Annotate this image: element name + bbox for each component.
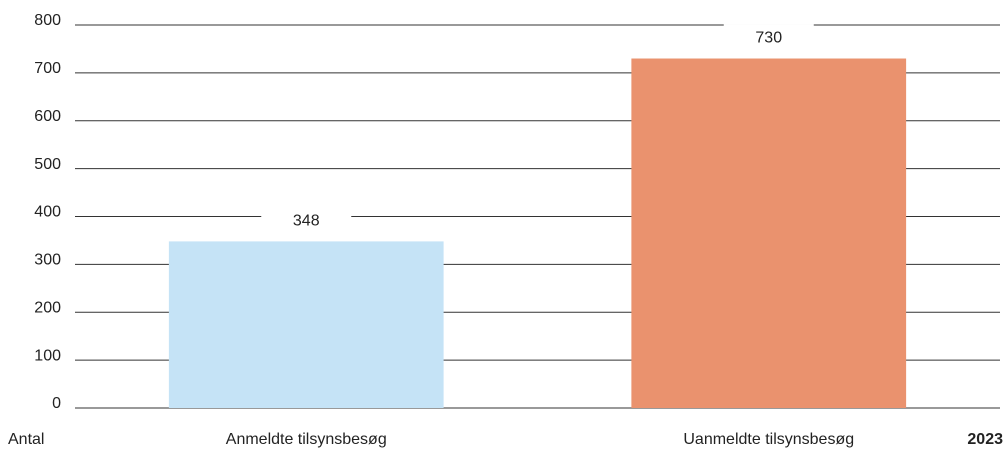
y-tick-label: 300 xyxy=(34,252,61,269)
value-label: 348 xyxy=(293,213,320,230)
value-label-background xyxy=(723,24,814,51)
bar xyxy=(168,241,444,408)
y-tick-label: 200 xyxy=(34,299,61,316)
value-label: 730 xyxy=(755,30,782,47)
x-tick-label: Uanmeldte tilsynsbesøg xyxy=(683,431,854,448)
y-tick-label: 0 xyxy=(52,395,61,412)
y-tick-label: 600 xyxy=(34,108,61,125)
y-tick-label: 500 xyxy=(34,156,61,173)
y-axis-label: Antal xyxy=(8,431,44,448)
y-tick-label: 800 xyxy=(34,12,61,29)
bar xyxy=(631,58,907,408)
legend-label: 2023 xyxy=(967,431,1003,448)
y-tick-label: 100 xyxy=(34,347,61,364)
value-label-background xyxy=(261,207,352,234)
y-tick-label: 700 xyxy=(34,60,61,77)
x-tick-label: Anmeldte tilsynsbesøg xyxy=(226,431,387,448)
y-tick-label: 400 xyxy=(34,204,61,221)
